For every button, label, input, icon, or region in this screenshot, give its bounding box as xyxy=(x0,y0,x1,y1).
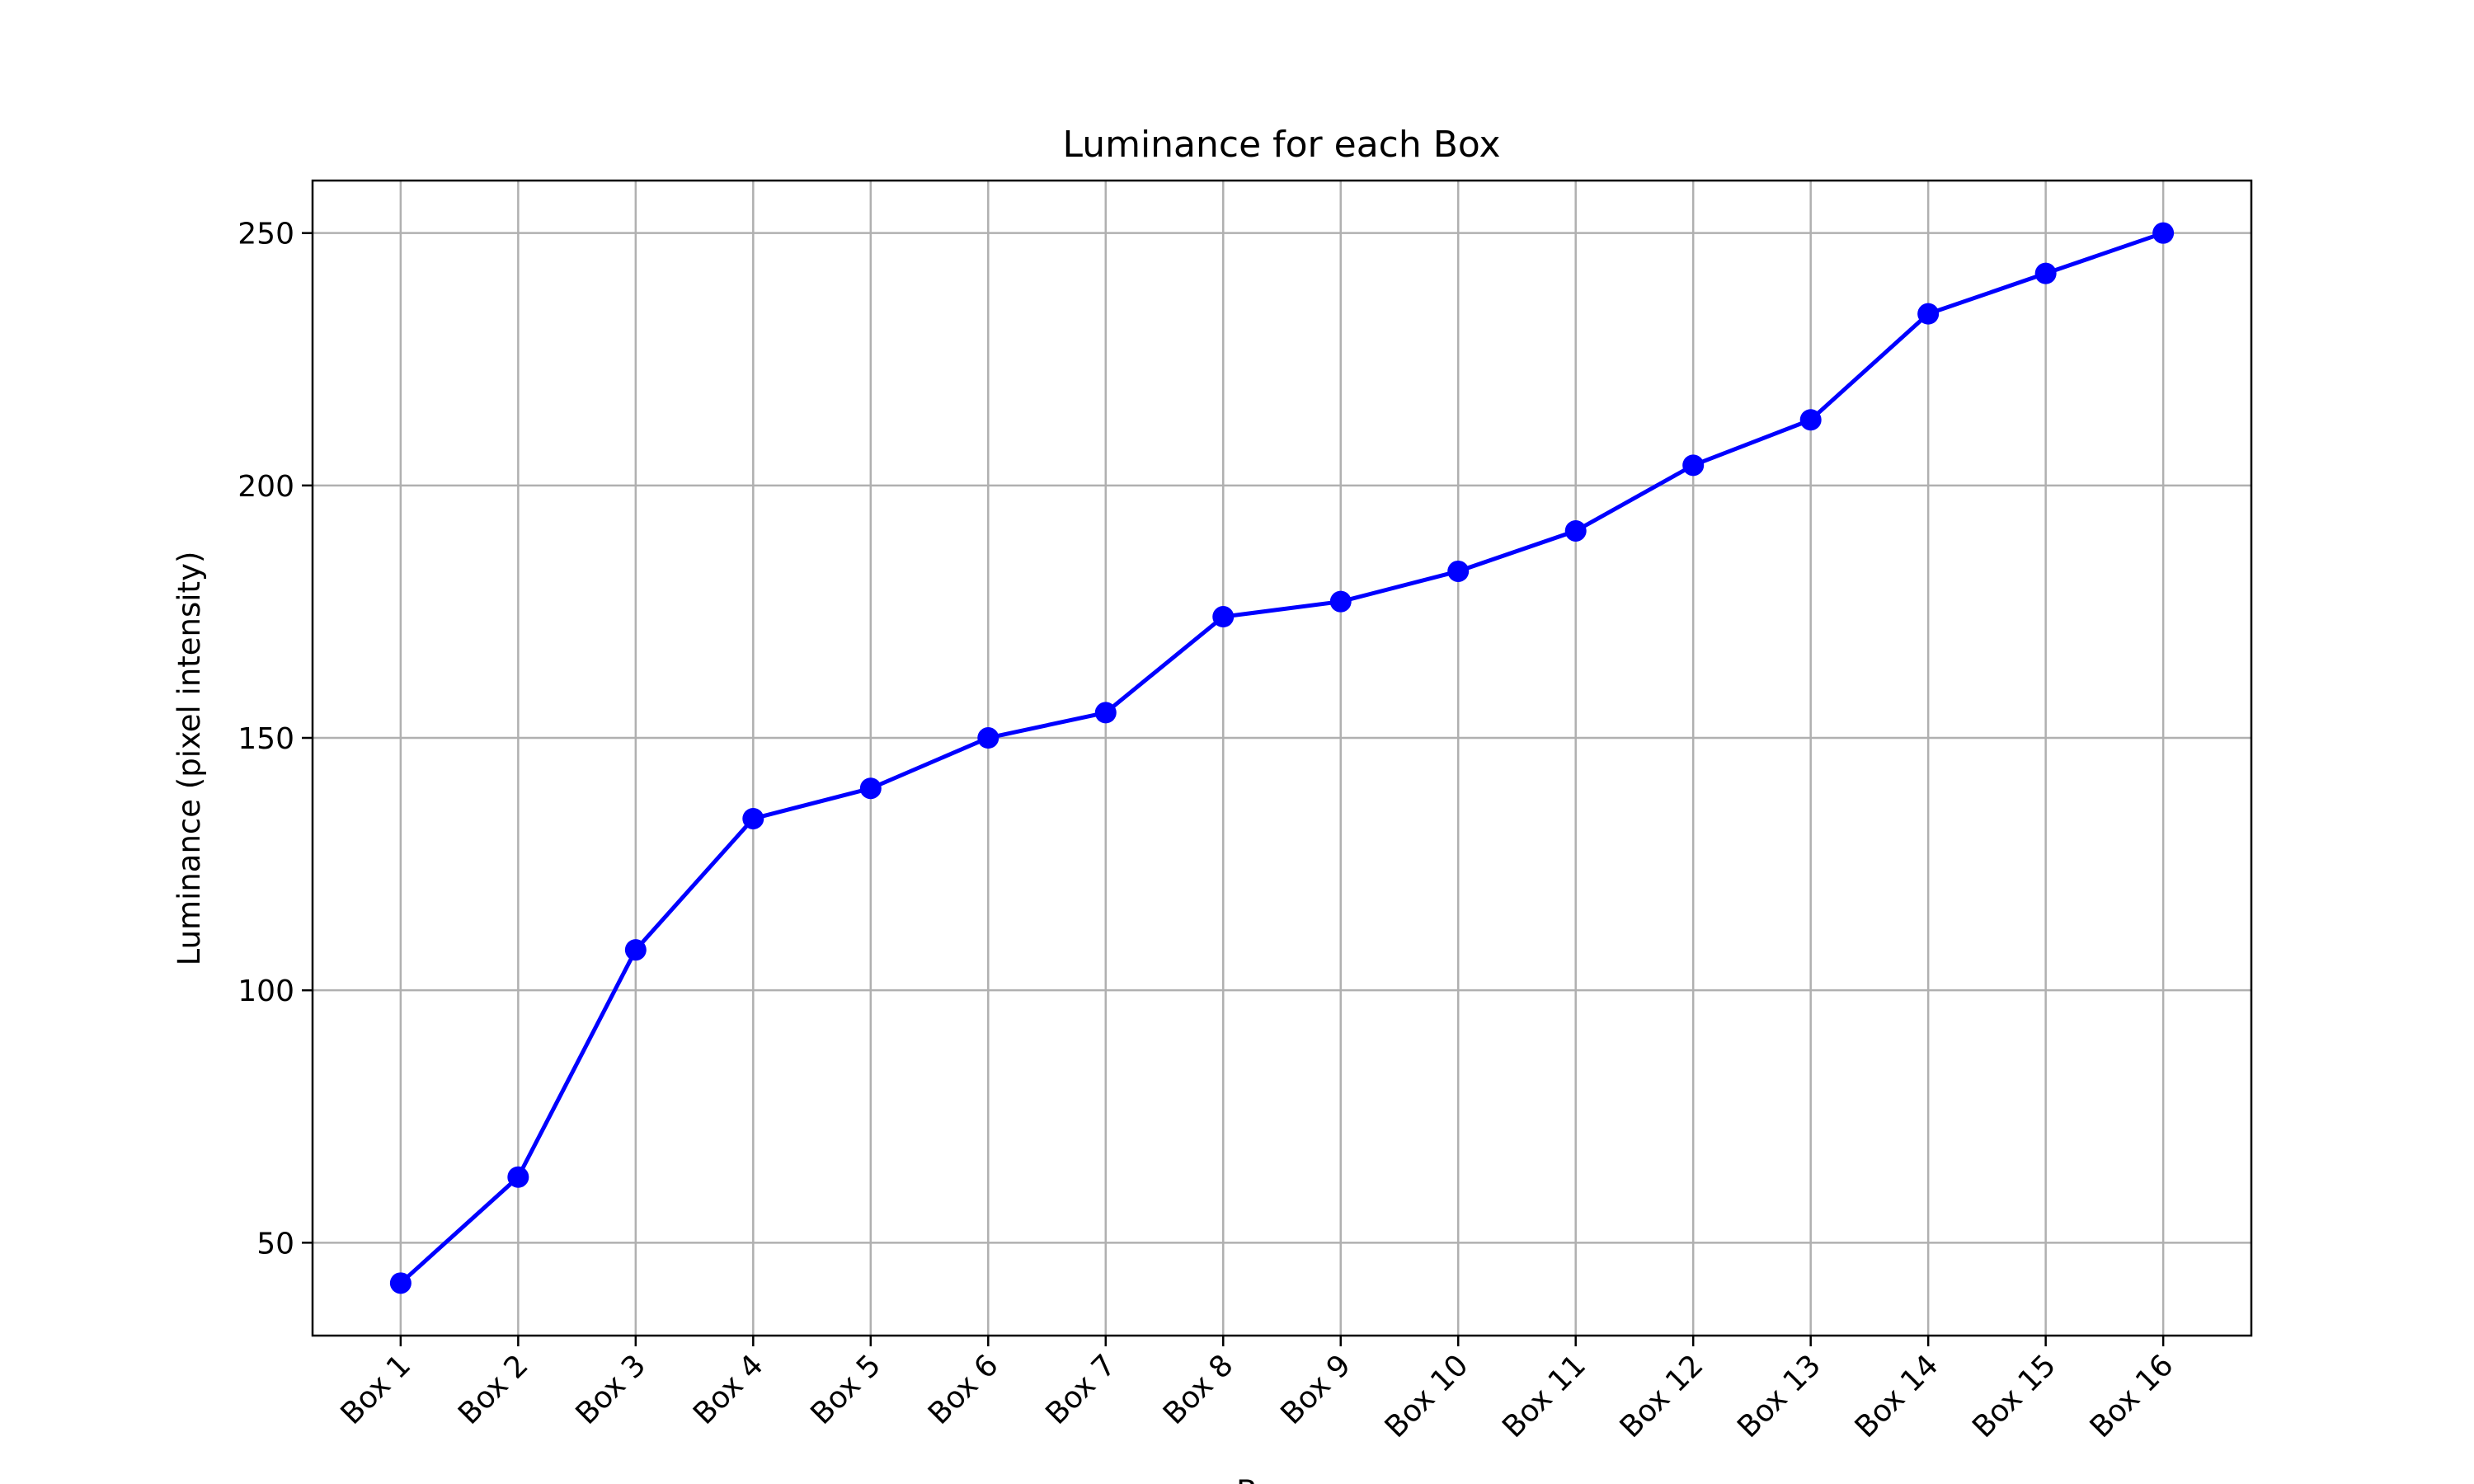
data-point xyxy=(742,807,764,829)
x-tick-label: Box 9 xyxy=(1274,1348,1357,1431)
x-tick-label: Box 5 xyxy=(805,1348,888,1431)
chart-title: Luminance for each Box xyxy=(1062,124,1500,166)
data-point xyxy=(507,1166,529,1188)
data-point xyxy=(1917,303,1940,325)
x-tick-label: Box 4 xyxy=(687,1348,770,1431)
data-point xyxy=(624,939,647,961)
data-point xyxy=(389,1272,412,1294)
data-point xyxy=(2034,262,2057,284)
y-tick-label: 250 xyxy=(238,218,294,251)
y-tick-label: 100 xyxy=(238,974,294,1008)
x-tick-label: Box 10 xyxy=(1379,1348,1475,1444)
y-axis: 50 100 150 200 250 xyxy=(238,218,313,1261)
data-point xyxy=(859,777,882,800)
data-point xyxy=(1094,702,1117,724)
x-tick-label: Box 6 xyxy=(922,1348,1005,1431)
x-tick-label: Box 8 xyxy=(1157,1348,1240,1431)
data-point xyxy=(2152,222,2175,244)
y-tick-label: 150 xyxy=(238,722,294,756)
data-point xyxy=(1212,606,1235,628)
grid xyxy=(313,181,2251,1336)
x-tick-label: Box 16 xyxy=(2084,1348,2180,1444)
x-tick-label: Box 15 xyxy=(1966,1348,2062,1444)
data-point xyxy=(977,727,999,749)
x-tick-label: Box 11 xyxy=(1496,1348,1592,1444)
x-tick-label: Box 1 xyxy=(335,1348,418,1431)
y-tick-label: 200 xyxy=(238,470,294,504)
x-tick-label: Box 13 xyxy=(1731,1348,1827,1444)
x-tick-label: Box 2 xyxy=(452,1348,535,1431)
series-line xyxy=(399,231,2164,1285)
x-tick-label: Box 14 xyxy=(1849,1348,1945,1444)
x-tick-label: Box 7 xyxy=(1040,1348,1123,1431)
data-point xyxy=(1682,454,1705,477)
data-point xyxy=(1329,590,1352,613)
x-axis: Box 1 Box 2 Box 3 Box 4 Box 5 Box 6 Box 7 Box 8… xyxy=(335,1336,2180,1444)
x-tick-label: Box 3 xyxy=(570,1348,653,1431)
plot-frame xyxy=(311,179,2253,1337)
data-point xyxy=(1564,519,1587,542)
x-axis-label: Boxes xyxy=(1236,1474,1327,1484)
series xyxy=(389,222,2175,1294)
data-point xyxy=(1447,560,1470,582)
data-point xyxy=(1799,409,1822,431)
x-tick-label: Box 12 xyxy=(1614,1348,1710,1444)
y-tick-label: 50 xyxy=(256,1227,294,1261)
y-axis-label: Luminance (pixel intensity) xyxy=(172,552,207,966)
